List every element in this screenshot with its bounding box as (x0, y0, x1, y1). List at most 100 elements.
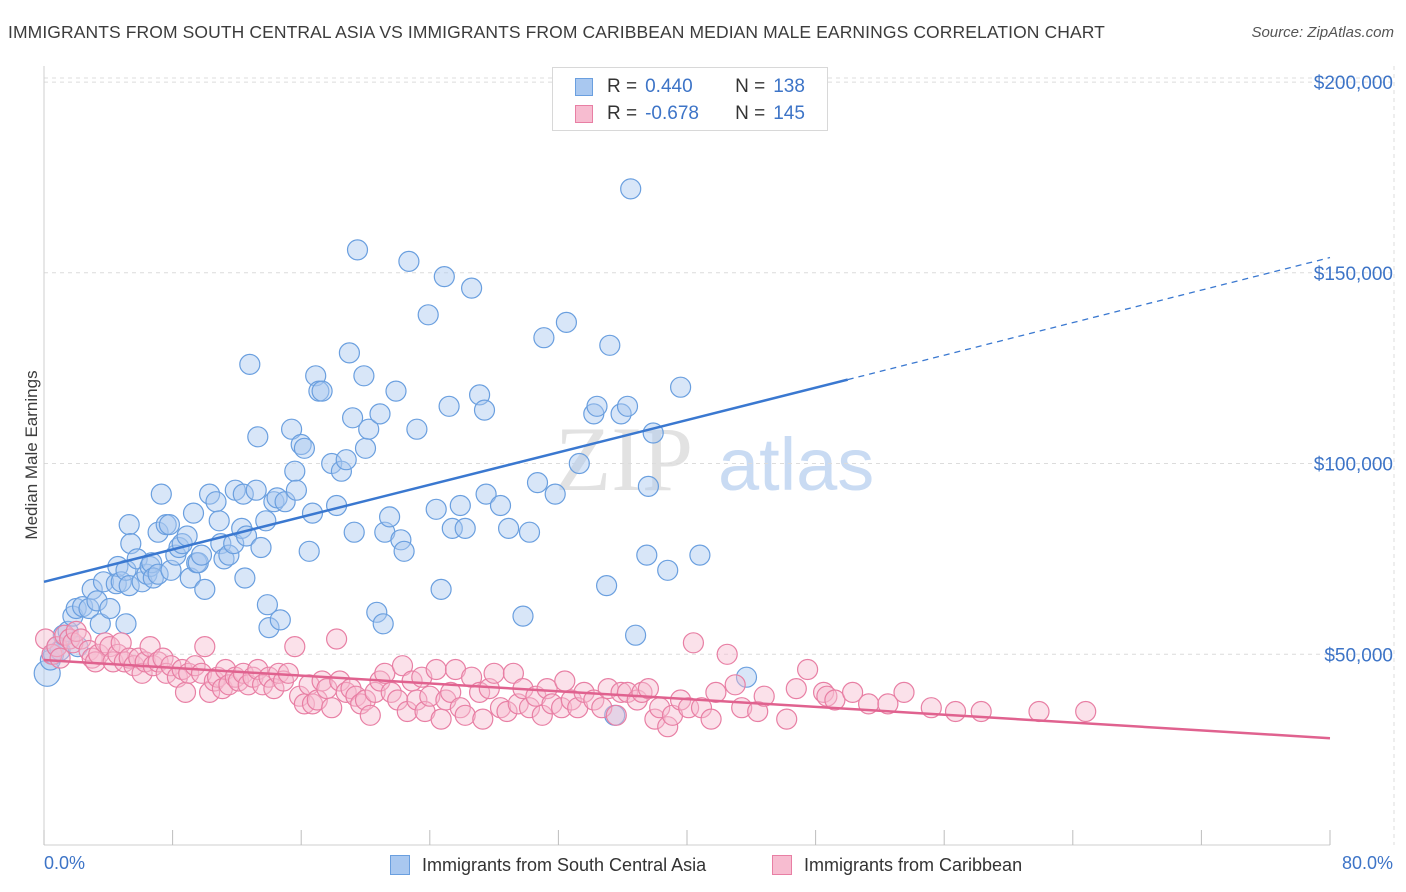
sca-point-69 (274, 491, 296, 513)
sca-point-21 (118, 574, 140, 597)
sca-point-85 (342, 407, 364, 429)
legend-r-value: -0.678 (645, 103, 699, 124)
sca-point-89 (354, 437, 377, 459)
sca-point-102 (425, 498, 447, 520)
sca-point-93 (372, 613, 394, 635)
sca-point-13 (86, 590, 108, 612)
sca-point-79 (311, 380, 333, 402)
trendline-south-central-asia-extension (847, 256, 1331, 381)
bottom-legend-label: Immigrants from Caribbean (804, 854, 1023, 875)
watermark: ZIP atlas (555, 408, 874, 510)
sca-point-72 (285, 479, 307, 501)
bottom-legend-label: Immigrants from South Central Asia (422, 854, 707, 875)
carib-point-29 (160, 655, 182, 677)
legend-n-label: N = (735, 103, 766, 124)
sca-point-29 (141, 552, 163, 574)
carib-point-143 (877, 693, 899, 715)
carib-point-90 (454, 704, 476, 726)
sca-point-82 (330, 460, 352, 482)
sca-point-57 (234, 567, 256, 589)
sca-point-74 (293, 437, 315, 459)
sca-point-31 (147, 563, 169, 585)
sca-point-56 (232, 483, 254, 505)
sca-point-66 (263, 491, 285, 513)
sca-point-118 (533, 327, 555, 349)
sca-point-95 (379, 506, 401, 528)
carib-point-80 (406, 689, 428, 711)
y-tick-label-0: $50,000 (1324, 645, 1393, 666)
y-tick-label-2: $150,000 (1314, 264, 1393, 285)
axes (43, 66, 1331, 846)
carib-point-148 (1028, 700, 1050, 723)
carib-point-97 (496, 700, 518, 723)
legend-swatch-pink (575, 105, 593, 123)
sca-point-61 (247, 426, 269, 448)
sca-point-125 (599, 334, 621, 356)
bottom-legend-south-central-asia: Immigrants from South Central Asia (390, 853, 706, 877)
legend-row-caribbean: R = -0.678 N = 145 (575, 102, 805, 126)
sca-point-99 (398, 250, 420, 272)
sca-point-123 (586, 395, 608, 417)
sca-point-33 (150, 483, 172, 505)
sca-point-35 (158, 513, 180, 536)
sca-point-49 (208, 510, 230, 532)
sca-point-111 (473, 399, 496, 421)
carib-point-146 (944, 700, 967, 723)
sca-point-109 (461, 277, 483, 299)
carib-point-138 (812, 681, 835, 704)
sca-point-128 (616, 395, 639, 417)
sca-point-60 (245, 479, 267, 501)
carib-point-131 (724, 674, 746, 696)
source-label: Source: ZipAtlas.com (1251, 24, 1394, 41)
legend-n-value: 145 (773, 103, 805, 124)
carib-point-137 (796, 658, 819, 681)
sca-point-107 (449, 494, 471, 517)
carib-point-77 (391, 655, 414, 677)
carib-point-71 (359, 704, 381, 726)
carib-point-39 (207, 666, 229, 688)
sca-point-135 (669, 376, 692, 398)
legend-n-label: N = (735, 76, 766, 97)
carib-point-126 (682, 632, 705, 654)
sca-point-75 (298, 540, 320, 562)
series-south-central-asia-points (33, 178, 758, 726)
trendline-caribbean (43, 658, 1331, 740)
x-tick-label-max: 80.0% (1342, 853, 1393, 873)
sca-point-108 (454, 517, 476, 540)
sca-point-32 (147, 521, 169, 543)
sca-point-103 (430, 578, 452, 601)
sca-point-121 (568, 452, 590, 475)
sca-point-130 (624, 624, 647, 646)
sca-point-46 (194, 578, 216, 601)
carib-point-85 (430, 708, 452, 730)
sca-point-96 (385, 380, 407, 402)
carib-point-83 (419, 685, 441, 707)
sca-point-113 (489, 494, 512, 517)
carib-point-111 (583, 689, 605, 711)
sca-point-129 (620, 178, 642, 200)
carib-point-74 (374, 662, 396, 684)
carib-point-93 (472, 708, 494, 730)
legend-r-label: R = (607, 103, 638, 124)
carib-point-122 (657, 716, 679, 738)
carib-point-134 (753, 685, 775, 707)
carib-point-55 (284, 635, 306, 658)
carib-point-107 (554, 670, 576, 692)
sca-point-68 (269, 609, 291, 631)
carib-point-64 (326, 628, 348, 650)
sca-point-42 (182, 502, 205, 524)
sca-point-132 (637, 475, 660, 497)
sca-point-92 (369, 403, 391, 425)
sca-point-119 (544, 483, 566, 505)
sca-point-137 (735, 666, 758, 688)
carib-point-101 (518, 697, 541, 719)
carib-point-130 (716, 643, 738, 665)
sca-point-22 (115, 613, 137, 635)
sca-point-105 (438, 395, 460, 417)
carib-point-140 (824, 689, 846, 711)
carib-point-120 (644, 708, 666, 730)
carib-point-8 (70, 628, 92, 650)
sca-point-65 (258, 616, 280, 639)
legend-n-value: 138 (773, 76, 805, 97)
